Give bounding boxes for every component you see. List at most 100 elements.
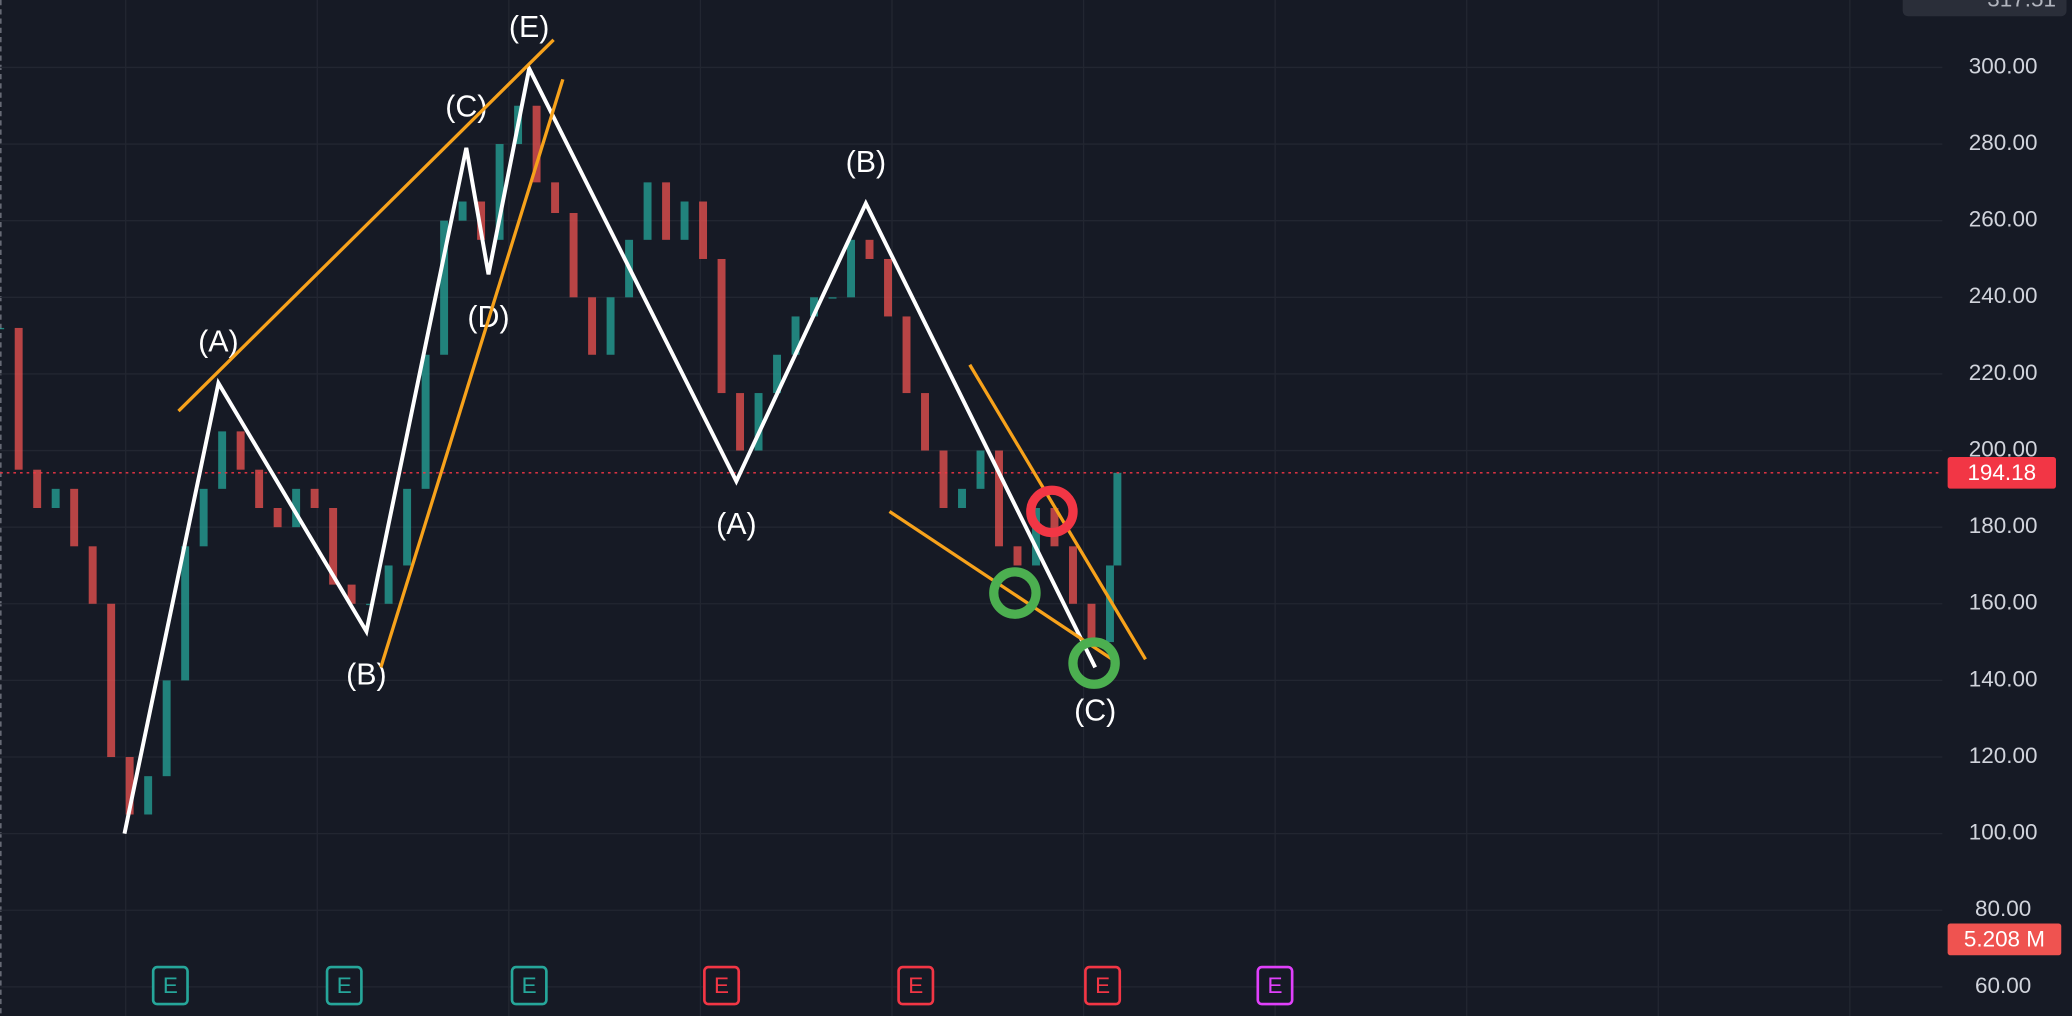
y-tick-label: 60.00 (1975, 973, 2031, 998)
earnings-label: E (1095, 973, 1110, 998)
wave-label: (C) (445, 89, 487, 123)
candle (162, 680, 171, 777)
trendline (888, 510, 1115, 662)
wave-label: (C) (1074, 693, 1116, 727)
candle (495, 144, 504, 240)
candle (699, 201, 708, 259)
candle (421, 354, 430, 489)
wave-line (122, 62, 1097, 835)
wave-label: (B) (346, 657, 386, 691)
candle (292, 488, 301, 528)
candle (1069, 546, 1077, 604)
y-tick-label: 80.00 (1975, 896, 2031, 921)
candle (477, 201, 486, 240)
earnings-marker (703, 965, 741, 1006)
candle (995, 450, 1003, 547)
wave-label: (A) (716, 507, 757, 541)
earnings-marker (1084, 965, 1122, 1006)
candle (865, 239, 874, 259)
candle (144, 776, 153, 815)
candle (791, 316, 800, 355)
candle (680, 201, 689, 240)
y-tick-label: 180.00 (1969, 513, 2038, 538)
earnings-marker (897, 965, 935, 1006)
candle (329, 508, 338, 585)
candle (717, 258, 726, 394)
last-price-label: 194.18 (1967, 460, 2036, 485)
candle (0, 327, 5, 330)
candle (754, 393, 763, 451)
candle (236, 431, 245, 470)
candle (1050, 508, 1059, 547)
crosshair-badge (1902, 0, 2067, 17)
candle (51, 488, 60, 508)
candle (828, 297, 837, 299)
candle (458, 201, 467, 221)
candle (347, 584, 356, 604)
candle (736, 393, 745, 451)
candle (1113, 472, 1122, 566)
candle (1087, 603, 1096, 643)
trendline (968, 363, 1147, 661)
wave-label: (A) (198, 325, 239, 359)
wave-label: (E) (509, 10, 549, 44)
y-tick-label: 100.00 (1969, 820, 2038, 845)
candle (569, 213, 578, 298)
y-tick-label: 260.00 (1969, 207, 2038, 232)
crosshair-label: 317.51 (1987, 0, 2056, 11)
candle (551, 182, 560, 214)
candle (939, 450, 948, 508)
candle (1106, 565, 1114, 643)
wave-label: (B) (846, 145, 887, 179)
y-tick-label: 300.00 (1969, 53, 2038, 78)
y-tick-label: 160.00 (1969, 590, 2038, 615)
y-tick-label: 220.00 (1969, 360, 2038, 385)
candle (33, 469, 42, 508)
marker-circle (989, 567, 1041, 619)
candle (662, 182, 671, 240)
trendline (177, 38, 555, 413)
candle (606, 297, 615, 355)
candle (255, 469, 264, 508)
candle (181, 546, 190, 681)
trendline (379, 78, 565, 668)
candle (14, 327, 23, 470)
candle (847, 239, 855, 298)
earnings-label: E (163, 973, 178, 998)
last-price-badge (1947, 456, 2056, 489)
candle (70, 488, 79, 547)
volume-badge (1947, 923, 2062, 956)
candle (310, 488, 319, 508)
candle (199, 488, 208, 547)
candle (532, 105, 541, 183)
earnings-marker (151, 965, 189, 1006)
candle (107, 603, 116, 758)
candle (88, 546, 97, 604)
earnings-marker (1256, 965, 1294, 1006)
y-tick-label: 140.00 (1969, 666, 2038, 691)
candle (643, 182, 652, 240)
candle (921, 393, 929, 451)
earnings-label: E (714, 973, 729, 998)
candle (1032, 508, 1040, 566)
candle (588, 297, 597, 355)
y-tick-label: 120.00 (1969, 743, 2038, 768)
marker-circle (1026, 485, 1078, 538)
candle (958, 488, 966, 508)
candle (440, 220, 449, 355)
earnings-label: E (1267, 973, 1282, 998)
candle (884, 258, 892, 317)
candle (125, 757, 134, 815)
earnings-label: E (908, 973, 923, 998)
marker-circle (1068, 637, 1120, 689)
candle (273, 508, 282, 528)
candle (384, 565, 393, 604)
earnings-label: E (337, 973, 352, 998)
candle (902, 316, 911, 394)
volume-label: 5.208 M (1964, 927, 2045, 952)
y-tick-label: 280.00 (1969, 130, 2038, 155)
earnings-marker (510, 965, 548, 1006)
